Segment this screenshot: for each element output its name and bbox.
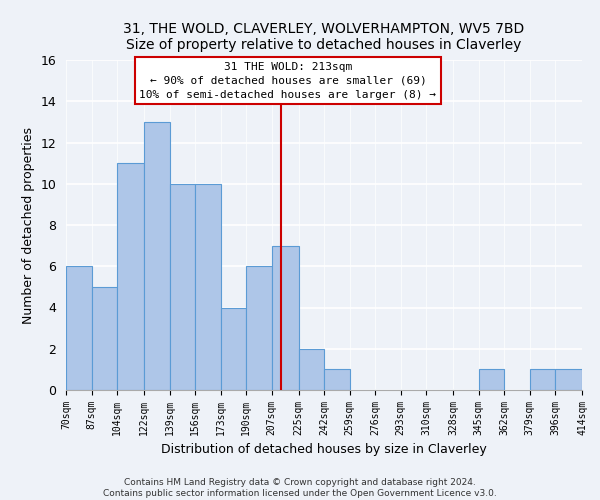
Bar: [144, 122, 170, 390]
Bar: [170, 184, 195, 390]
Bar: [246, 266, 271, 390]
Text: 31 THE WOLD: 213sqm
← 90% of detached houses are smaller (69)
10% of semi-detach: 31 THE WOLD: 213sqm ← 90% of detached ho…: [139, 62, 436, 100]
Bar: [66, 266, 91, 390]
Bar: [271, 246, 299, 390]
Bar: [117, 163, 144, 390]
Text: Contains HM Land Registry data © Crown copyright and database right 2024.
Contai: Contains HM Land Registry data © Crown c…: [103, 478, 497, 498]
Bar: [221, 308, 246, 390]
Bar: [555, 370, 582, 390]
Bar: [195, 184, 221, 390]
Bar: [479, 370, 504, 390]
Y-axis label: Number of detached properties: Number of detached properties: [22, 126, 35, 324]
Title: 31, THE WOLD, CLAVERLEY, WOLVERHAMPTON, WV5 7BD
Size of property relative to det: 31, THE WOLD, CLAVERLEY, WOLVERHAMPTON, …: [124, 22, 524, 52]
X-axis label: Distribution of detached houses by size in Claverley: Distribution of detached houses by size …: [161, 444, 487, 456]
Bar: [530, 370, 555, 390]
Bar: [299, 349, 324, 390]
Bar: [91, 287, 117, 390]
Bar: [324, 370, 349, 390]
